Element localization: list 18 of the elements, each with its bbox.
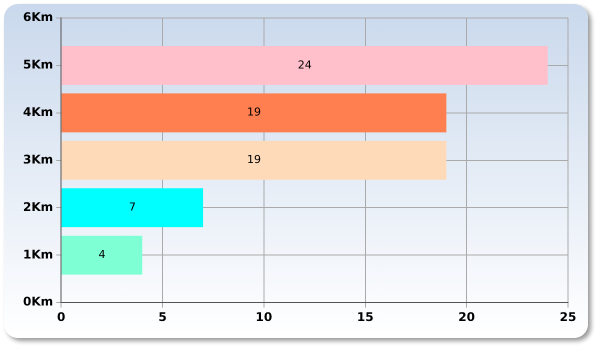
x-tick-label: 20: [458, 310, 475, 324]
y-tick-label: 2Km: [22, 200, 54, 214]
y-tick-label: 6Km: [22, 10, 54, 24]
data-label: 4: [98, 248, 106, 262]
x-tick-label: 10: [256, 310, 272, 324]
y-tick-label: 5Km: [22, 58, 54, 72]
x-tick-label: 15: [356, 310, 374, 324]
data-label: 19: [247, 153, 262, 166]
data-label: 19: [247, 106, 262, 119]
x-tick-label: 25: [560, 310, 576, 324]
y-tick-label: 0Km: [22, 294, 54, 309]
y-tick-label: 3Km: [22, 152, 54, 166]
x-tick-label: 5: [158, 310, 167, 324]
data-label: 7: [128, 200, 136, 214]
x-tick-label: 0: [56, 310, 66, 324]
y-tick-label: 4Km: [22, 104, 54, 119]
y-tick-label: 1Km: [22, 247, 54, 262]
data-label: 24: [298, 58, 312, 72]
